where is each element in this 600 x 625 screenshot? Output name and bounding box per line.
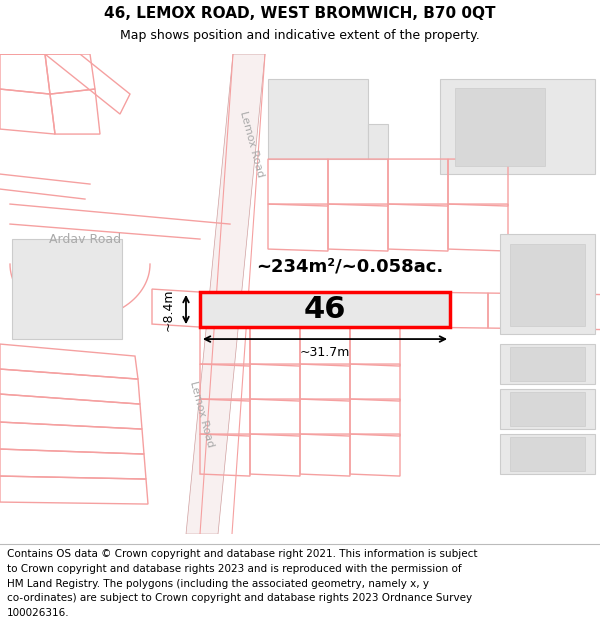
Text: 46, LEMOX ROAD, WEST BROMWICH, B70 0QT: 46, LEMOX ROAD, WEST BROMWICH, B70 0QT [104, 6, 496, 21]
Bar [510, 437, 585, 471]
Text: 46: 46 [304, 295, 346, 324]
Bar [500, 234, 595, 334]
Polygon shape [368, 124, 388, 159]
Bar [510, 347, 585, 381]
Text: Ardav Road: Ardav Road [49, 232, 121, 246]
Text: co-ordinates) are subject to Crown copyright and database rights 2023 Ordnance S: co-ordinates) are subject to Crown copyr… [7, 593, 472, 603]
Bar [268, 79, 368, 159]
Polygon shape [200, 292, 450, 327]
Bar [440, 79, 595, 174]
Text: ~234m²/~0.058ac.: ~234m²/~0.058ac. [256, 257, 443, 275]
Text: ~31.7m: ~31.7m [300, 346, 350, 359]
Text: to Crown copyright and database rights 2023 and is reproduced with the permissio: to Crown copyright and database rights 2… [7, 564, 462, 574]
Text: Map shows position and indicative extent of the property.: Map shows position and indicative extent… [120, 29, 480, 42]
Bar [12, 239, 122, 339]
Bar [500, 434, 595, 474]
Bar [510, 244, 585, 326]
Bar [500, 389, 595, 429]
Bar [500, 344, 595, 384]
Polygon shape [186, 54, 265, 534]
Text: 100026316.: 100026316. [7, 608, 70, 618]
Text: Contains OS data © Crown copyright and database right 2021. This information is : Contains OS data © Crown copyright and d… [7, 549, 478, 559]
Text: ~8.4m: ~8.4m [161, 288, 175, 331]
Bar [510, 392, 585, 426]
Bar [455, 88, 545, 166]
Text: Lemox Road: Lemox Road [188, 380, 215, 448]
Text: Lemox Road: Lemox Road [238, 110, 266, 178]
Text: HM Land Registry. The polygons (including the associated geometry, namely x, y: HM Land Registry. The polygons (includin… [7, 579, 429, 589]
